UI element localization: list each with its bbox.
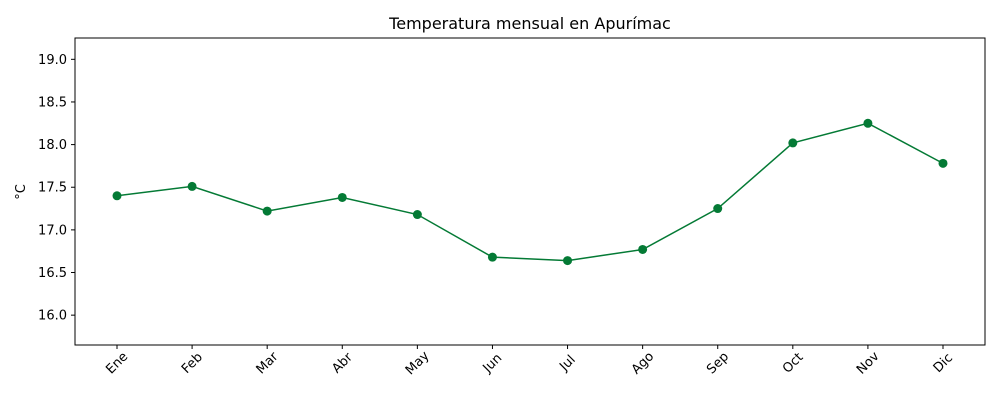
data-point <box>337 192 347 202</box>
y-tick-label: 18.5 <box>38 95 67 110</box>
x-tick-label: Sep <box>704 349 732 377</box>
x-tick-label: Abr <box>329 350 356 377</box>
x-tick-label: Jun <box>480 351 506 377</box>
y-tick-label: 18.0 <box>38 138 67 153</box>
x-tick-label: Mar <box>254 349 282 377</box>
y-tick-label: 16.0 <box>38 309 67 324</box>
y-tick-label: 16.5 <box>38 266 67 281</box>
x-tick-label: Nov <box>854 349 883 378</box>
x-tick-label: Dic <box>931 351 956 376</box>
data-point <box>262 206 272 216</box>
x-tick-label: Feb <box>179 350 206 377</box>
x-tick-label: May <box>403 348 433 378</box>
data-point <box>187 181 197 191</box>
series-line <box>116 122 944 262</box>
x-tick-label: Ago <box>629 349 657 377</box>
x-tick-label: Jul <box>556 353 578 375</box>
x-tick-label: Oct <box>780 350 807 377</box>
chart-title: Temperatura mensual en Apurímac <box>388 14 671 33</box>
data-point <box>788 138 798 148</box>
data-point <box>412 210 422 220</box>
plot-area <box>74 37 986 346</box>
y-tick-label: 19.0 <box>38 53 67 68</box>
data-point <box>713 204 723 214</box>
y-axis: 16.0 16.5 17.0 17.5 18.0 18.5 19.0 <box>38 53 75 324</box>
y-axis-label: °C <box>14 184 29 200</box>
x-axis: Ene Feb Mar Abr May Jun Jul Ago Sep Oct Nov Dic <box>103 345 956 378</box>
y-tick-label: 17.5 <box>38 181 67 196</box>
data-point <box>112 191 122 201</box>
data-point <box>638 244 648 254</box>
x-tick-label: Ene <box>103 349 131 377</box>
data-point <box>487 252 497 262</box>
series-layer <box>112 118 948 266</box>
data-point <box>863 118 873 128</box>
data-point <box>938 158 948 168</box>
y-tick-label: 17.0 <box>38 223 67 238</box>
data-point <box>563 256 573 266</box>
